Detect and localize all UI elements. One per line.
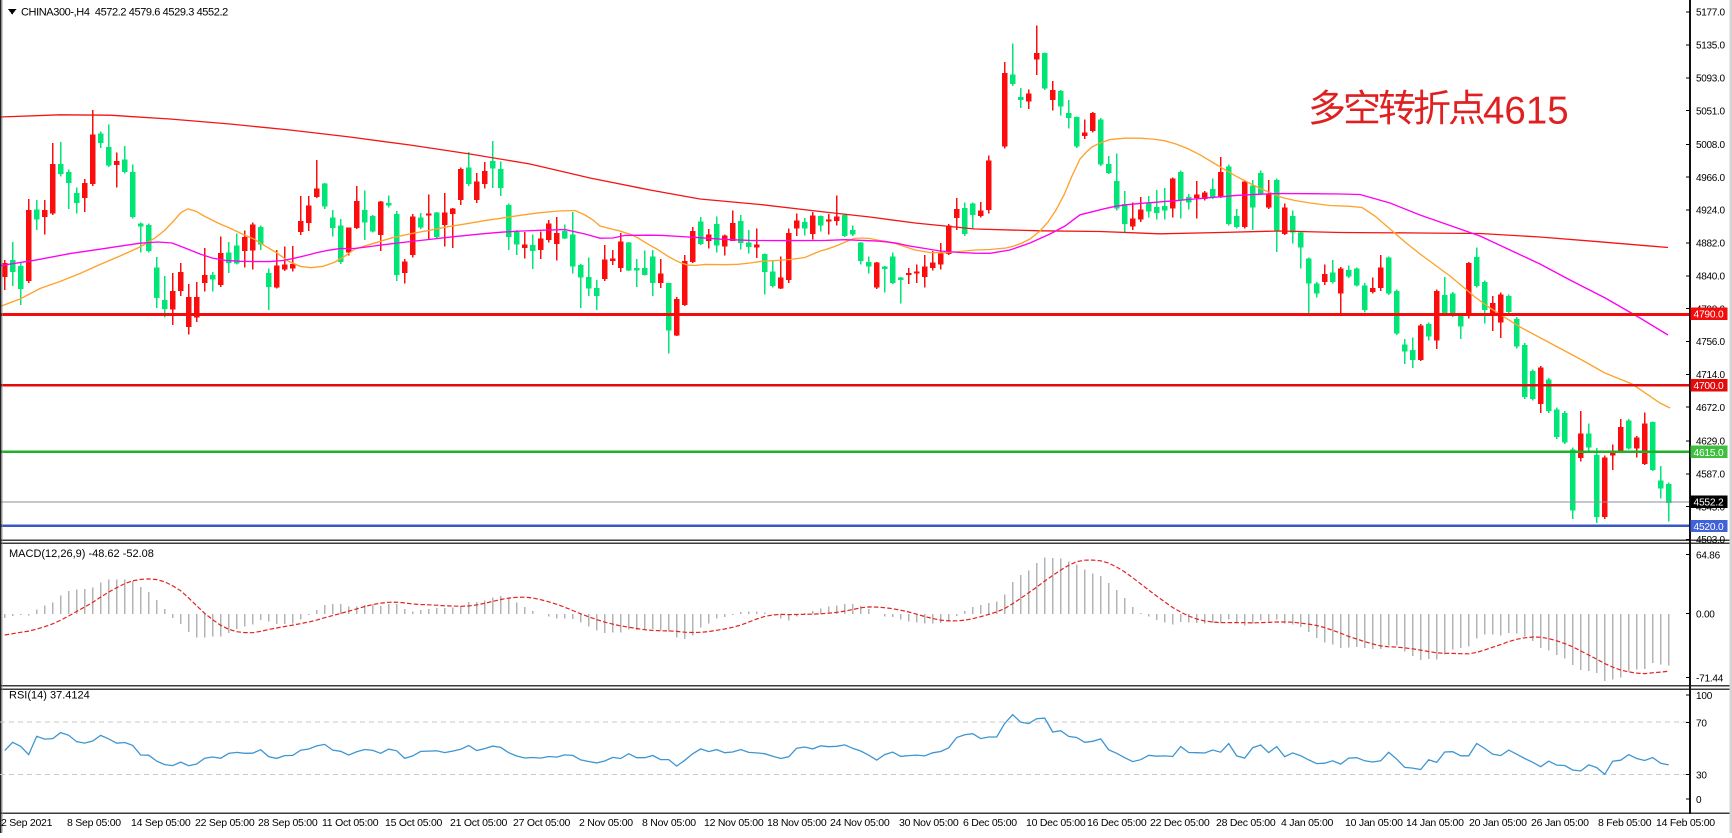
svg-text:4520.0: 4520.0 — [1694, 522, 1724, 533]
svg-text:14 Jan 05:00: 14 Jan 05:00 — [1406, 817, 1464, 829]
svg-text:30: 30 — [1696, 771, 1707, 782]
svg-text:2 Nov 05:00: 2 Nov 05:00 — [579, 817, 633, 829]
svg-text:0.00: 0.00 — [1696, 610, 1715, 621]
svg-text:4790.0: 4790.0 — [1694, 310, 1724, 321]
svg-text:2 Sep 2021: 2 Sep 2021 — [1, 817, 53, 829]
svg-text:20 Jan 05:00: 20 Jan 05:00 — [1469, 817, 1527, 829]
svg-text:100: 100 — [1696, 691, 1713, 702]
svg-text:28 Sep 05:00: 28 Sep 05:00 — [258, 817, 318, 829]
svg-text:27 Oct 05:00: 27 Oct 05:00 — [513, 817, 571, 829]
svg-text:4 Jan 05:00: 4 Jan 05:00 — [1281, 817, 1334, 829]
svg-text:5008.0: 5008.0 — [1696, 140, 1726, 151]
svg-text:22 Dec 05:00: 22 Dec 05:00 — [1150, 817, 1210, 829]
svg-text:4672.0: 4672.0 — [1696, 403, 1726, 414]
svg-text:15 Oct 05:00: 15 Oct 05:00 — [385, 817, 443, 829]
svg-text:4615: 4615 — [1483, 90, 1569, 133]
svg-text:4552.2: 4552.2 — [1694, 498, 1724, 509]
svg-text:12 Nov 05:00: 12 Nov 05:00 — [704, 817, 764, 829]
svg-text:4840.0: 4840.0 — [1696, 272, 1726, 283]
svg-text:CHINA300-,H4 4572.2 4579.6 45: CHINA300-,H4 4572.2 4579.6 4529.3 4552.2 — [21, 7, 228, 19]
svg-text:5051.0: 5051.0 — [1696, 106, 1726, 117]
svg-text:16 Dec 05:00: 16 Dec 05:00 — [1087, 817, 1147, 829]
svg-text:10 Jan 05:00: 10 Jan 05:00 — [1345, 817, 1403, 829]
svg-text:21 Oct 05:00: 21 Oct 05:00 — [450, 817, 508, 829]
svg-text:4503.0: 4503.0 — [1696, 535, 1726, 546]
svg-text:8 Feb 05:00: 8 Feb 05:00 — [1598, 817, 1652, 829]
svg-text:24 Nov 05:00: 24 Nov 05:00 — [830, 817, 890, 829]
svg-text:4924.0: 4924.0 — [1696, 206, 1726, 217]
svg-text:4882.0: 4882.0 — [1696, 239, 1726, 250]
svg-text:5135.0: 5135.0 — [1696, 41, 1726, 52]
svg-text:8 Nov 05:00: 8 Nov 05:00 — [642, 817, 696, 829]
svg-text:-71.44: -71.44 — [1696, 674, 1724, 685]
svg-text:RSI(14) 37.4124: RSI(14) 37.4124 — [9, 690, 90, 702]
svg-text:4700.0: 4700.0 — [1694, 381, 1724, 392]
svg-text:MACD(12,26,9) -48.62 -52.08: MACD(12,26,9) -48.62 -52.08 — [9, 548, 154, 560]
svg-text:0: 0 — [1696, 795, 1702, 806]
svg-text:14 Sep 05:00: 14 Sep 05:00 — [131, 817, 191, 829]
svg-text:26 Jan 05:00: 26 Jan 05:00 — [1531, 817, 1589, 829]
svg-text:4587.0: 4587.0 — [1696, 470, 1726, 481]
svg-text:64.86: 64.86 — [1696, 551, 1721, 562]
svg-text:18 Nov 05:00: 18 Nov 05:00 — [767, 817, 827, 829]
svg-text:5177.0: 5177.0 — [1696, 8, 1726, 19]
svg-text:22 Sep 05:00: 22 Sep 05:00 — [195, 817, 255, 829]
svg-text:28 Dec 05:00: 28 Dec 05:00 — [1216, 817, 1276, 829]
svg-text:8 Sep 05:00: 8 Sep 05:00 — [67, 817, 121, 829]
svg-text:11 Oct 05:00: 11 Oct 05:00 — [322, 817, 379, 829]
svg-text:4756.0: 4756.0 — [1696, 337, 1726, 348]
svg-text:4615.0: 4615.0 — [1694, 448, 1724, 459]
svg-text:30 Nov 05:00: 30 Nov 05:00 — [899, 817, 959, 829]
svg-text:6 Dec 05:00: 6 Dec 05:00 — [963, 817, 1017, 829]
svg-text:5093.0: 5093.0 — [1696, 74, 1726, 85]
svg-text:10 Dec 05:00: 10 Dec 05:00 — [1026, 817, 1086, 829]
svg-text:14 Feb 05:00: 14 Feb 05:00 — [1656, 817, 1715, 829]
svg-text:70: 70 — [1696, 719, 1707, 730]
svg-text:4966.0: 4966.0 — [1696, 173, 1726, 184]
